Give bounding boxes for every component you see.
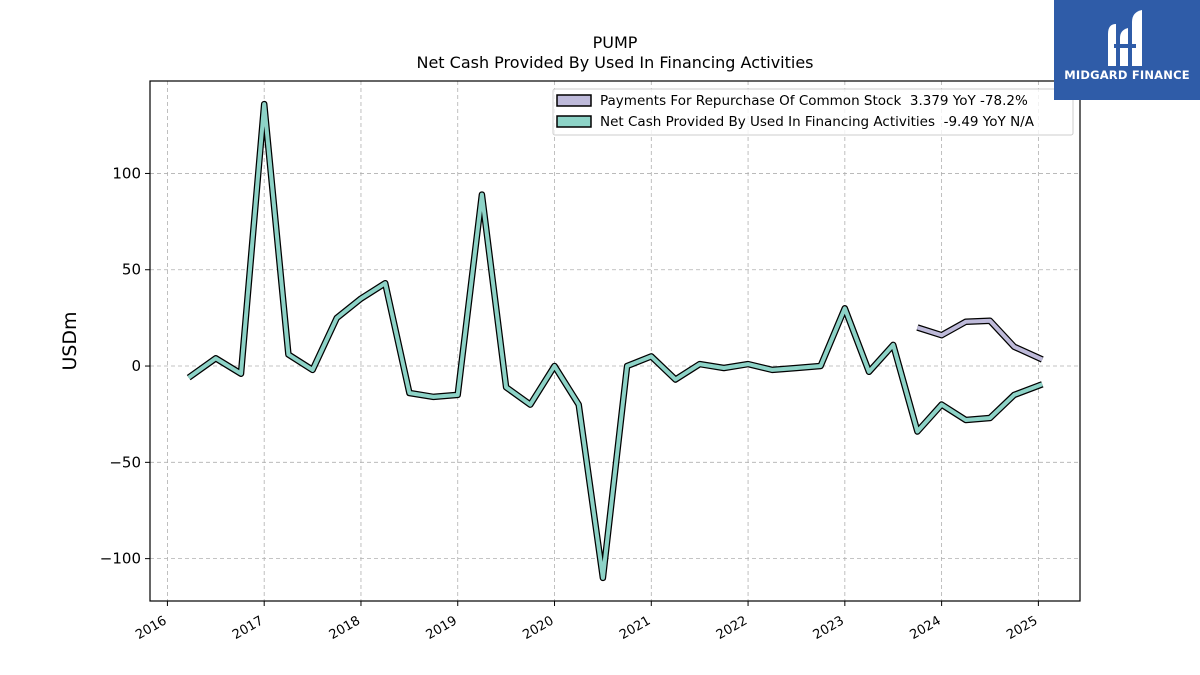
y-axis-label: USDm [59,311,81,370]
x-tick-label: 2024 [907,613,943,643]
logo-text: MIDGARD FINANCE [1064,68,1190,82]
x-tick-label: 2021 [617,613,653,643]
plot-frame [149,80,1081,602]
chart-subtitle: Net Cash Provided By Used In Financing A… [416,53,813,72]
y-tick-label: −50 [109,453,141,471]
series-line-0 [916,318,1044,362]
y-tick-label: 50 [122,261,141,279]
x-tick-label: 2022 [714,613,750,643]
legend-swatch-financing [556,115,592,128]
x-tick-label: 2017 [230,613,266,643]
series-outline-0 [916,317,1044,363]
legend-box [552,88,1074,136]
y-tick-label: 0 [131,357,141,375]
plot-series [186,100,1044,582]
x-tick-label: 2020 [520,613,556,643]
legend-label-financing: Net Cash Provided By Used In Financing A… [600,114,1035,130]
legend: Payments For Repurchase Of Common Stock … [552,88,1074,136]
series-line-1 [187,102,1044,580]
y-tick-label: −100 [100,550,141,568]
x-tick-label: 2025 [1004,613,1040,643]
midgard-logo-icon [1108,10,1142,66]
x-tick-label: 2016 [133,613,169,643]
midgard-finance-logo: MIDGARD FINANCE [1054,0,1200,100]
x-tick-label: 2018 [327,613,363,643]
x-tick-label: 2023 [811,613,847,643]
y-tick-label: 100 [112,164,141,182]
series-outline-1 [186,100,1044,582]
x-tick-label: 2019 [424,613,460,643]
legend-label-repurchase: Payments For Repurchase Of Common Stock … [600,93,1028,109]
x-axis: 2016 2017 2018 2019 2020 2021 2022 2023 2024 2025 [133,601,1040,643]
chart-title: PUMP [593,33,638,52]
y-axis: −100 −50 0 50 100 [100,164,150,568]
legend-swatch-repurchase [556,94,592,107]
